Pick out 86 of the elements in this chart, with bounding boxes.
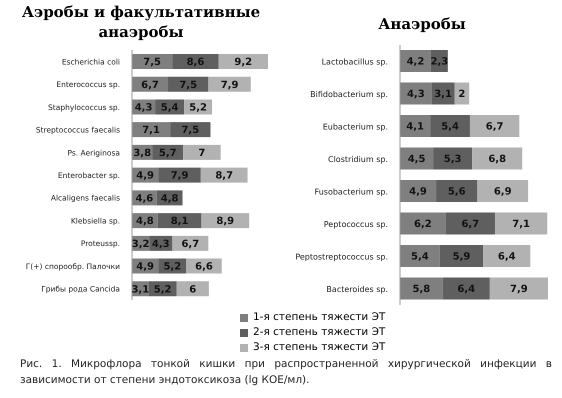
data-label: 4,3 [406, 89, 425, 100]
data-label: 4,9 [136, 262, 154, 273]
data-label: 7,9 [220, 80, 238, 91]
data-label: 5,2 [189, 102, 208, 114]
data-label: 6,7 [486, 122, 504, 133]
data-label: 5,8 [412, 284, 430, 296]
data-label: 5,6 [448, 186, 466, 198]
bar [183, 144, 221, 160]
data-label: 6,4 [457, 284, 476, 296]
data-label: 5,7 [158, 148, 177, 159]
data-label: 3,2 [132, 238, 150, 250]
data-label: 8,6 [186, 57, 204, 68]
data-label: 3,1 [434, 89, 452, 100]
chart-title: Анаэробы [377, 14, 467, 34]
data-label: 4,8 [136, 216, 154, 228]
data-label: 4,1 [406, 122, 424, 133]
data-label: 5,4 [411, 252, 429, 263]
data-label: 2,3 [430, 56, 448, 68]
data-label: 6 [189, 284, 196, 296]
data-label: 5,4 [441, 122, 459, 133]
data-label: 5,3 [444, 154, 462, 166]
data-label: 6,9 [494, 186, 512, 198]
data-label: 4,9 [409, 186, 427, 198]
data-label: 8,7 [215, 170, 234, 182]
data-label: 4,5 [408, 154, 426, 166]
bar [483, 245, 530, 267]
data-label: 7,5 [143, 57, 162, 68]
bar [400, 278, 443, 300]
bar [477, 180, 528, 202]
legend-label: 2-я степень тяжести ЭТ [253, 325, 386, 340]
data-label: 6,7 [141, 80, 159, 91]
bar [440, 245, 484, 267]
data-label: 8,9 [216, 216, 234, 228]
data-label: 7,9 [510, 284, 528, 296]
bar [494, 212, 548, 234]
bar [400, 245, 440, 267]
data-label: 7,1 [512, 219, 530, 230]
data-label: 8,1 [170, 216, 188, 228]
chart-title: Аэробы и факультативные анаэробы [20, 2, 262, 42]
data-label: 6,2 [414, 219, 432, 230]
y-tick-label: Peptostreptococcus sp. [295, 252, 388, 262]
y-tick-label: Clostridium sp. [328, 154, 388, 164]
y-tick-label: Peptococcus sp. [324, 220, 388, 229]
bar [430, 115, 470, 137]
data-label: 4,8 [160, 193, 179, 204]
y-tick-label: Bacteroides sp. [326, 284, 388, 294]
data-label: 5,9 [452, 252, 470, 263]
data-label: 5,2 [163, 262, 182, 273]
y-tick-label: Lactobacillus sp. [322, 57, 388, 66]
data-label: 9,2 [234, 57, 252, 68]
data-label: 5,4 [160, 102, 179, 114]
data-label: 6,4 [498, 252, 516, 263]
bar [446, 212, 495, 234]
data-label: 2 [458, 89, 466, 100]
text: Рис. 1. Микрофлора тонкой кишки при распространенной хирургической инфекции в зависимости от степени эндотоксикоза (lg КОЕ/мл). [20, 357, 552, 388]
data-label: 4,6 [136, 193, 154, 204]
data-label: 7,9 [170, 170, 188, 182]
data-label: 3,8 [133, 148, 152, 159]
bar [218, 54, 268, 69]
data-label: 4,3 [134, 102, 152, 114]
data-label: 6,7 [181, 238, 200, 250]
data-label: 6,6 [195, 262, 213, 273]
bar [176, 281, 209, 296]
legend-label: 3-я степень тяжести ЭТ [253, 340, 386, 355]
bar [436, 180, 478, 202]
y-tick-label: Bifidobacterium sp. [310, 90, 388, 99]
data-label: 7,5 [181, 125, 200, 136]
data-label: 6,8 [488, 154, 506, 166]
data-label: 4,2 [406, 56, 424, 68]
data-label: 3,1 [131, 284, 150, 296]
data-label: 4,9 [136, 170, 154, 182]
bar [433, 148, 472, 170]
bar [442, 278, 490, 300]
bar [472, 148, 522, 170]
data-label: 4,3 [152, 238, 170, 250]
legend-label: 1-я степень тяжести ЭТ [253, 310, 386, 325]
bar [400, 212, 446, 234]
data-label: 6,7 [461, 219, 480, 230]
data-label: 7,5 [179, 80, 198, 91]
bar [490, 278, 548, 300]
y-tick-label: Eubacterium sp. [322, 122, 388, 132]
data-label: 5,2 [154, 284, 172, 296]
data-label: 7,1 [142, 125, 160, 136]
data-label: 7 [198, 148, 206, 159]
y-tick-label: Fusobacterium sp. [314, 187, 388, 196]
bar [470, 115, 520, 137]
